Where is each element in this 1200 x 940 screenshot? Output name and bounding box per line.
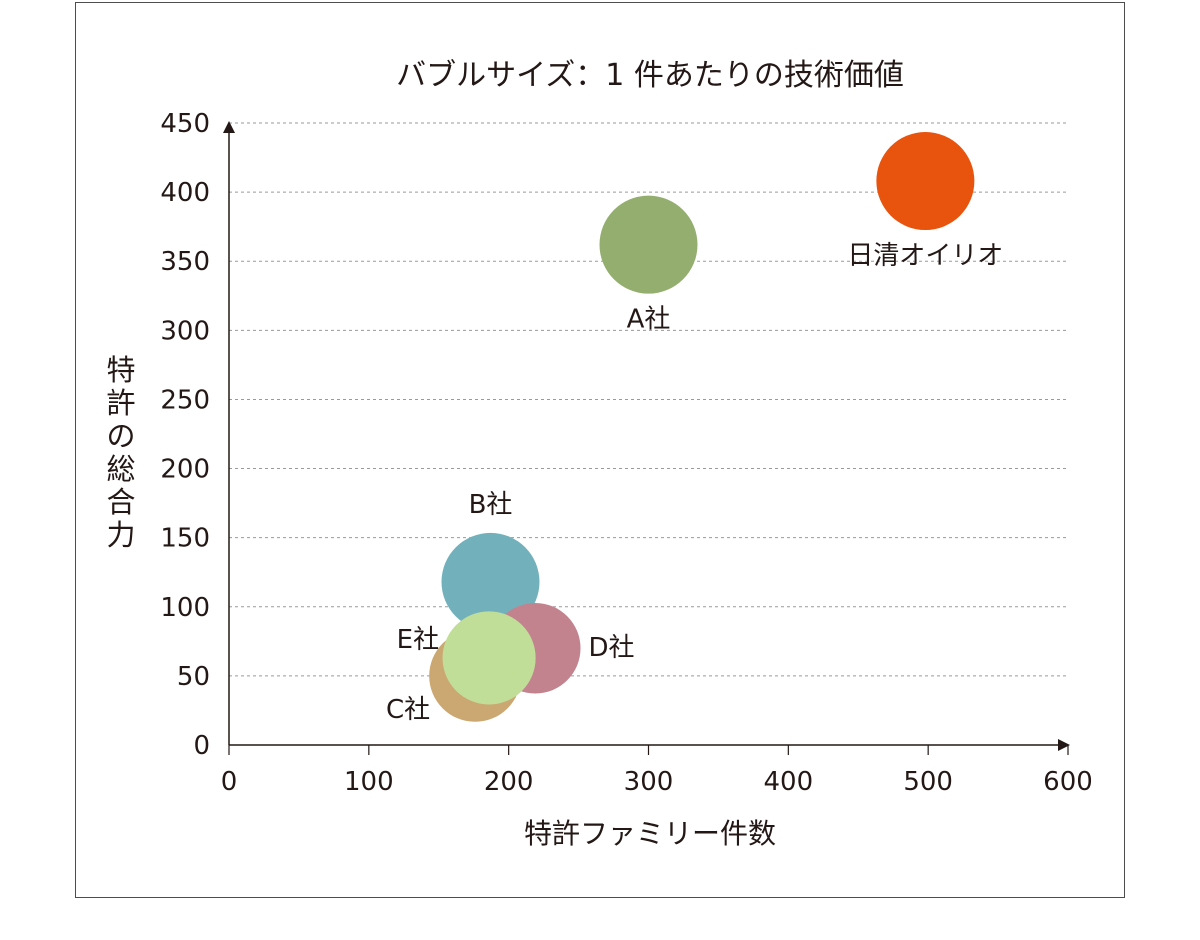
y-tick-label: 150: [160, 524, 210, 554]
bubble-labels: A社 日清オイリオ B社 C社 D社 E社: [386, 241, 1003, 725]
y-tick-label: 50: [177, 662, 210, 692]
bubble: [441, 532, 540, 631]
x-tick-label: 300: [624, 767, 674, 797]
y-tick-label: 400: [160, 178, 210, 208]
y-axis-label-char: の: [106, 419, 135, 453]
bubble-label: A社: [627, 305, 671, 335]
y-axis-arrow: [223, 121, 235, 133]
bubble-label: B社: [469, 490, 513, 520]
x-tick-label: 0: [221, 767, 238, 797]
bubble-label: E社: [397, 625, 439, 655]
bubble-label: D社: [589, 633, 635, 663]
y-tick-label: 200: [160, 455, 210, 485]
bubbles: [429, 132, 975, 722]
x-tick-label: 100: [344, 767, 394, 797]
y-tick-label: 300: [160, 316, 210, 346]
axes: [223, 121, 1070, 755]
y-tick-label: 100: [160, 593, 210, 623]
x-axis-arrow: [1058, 739, 1070, 751]
bubble: [876, 132, 975, 231]
y-tick-label: 0: [193, 731, 210, 761]
tick-labels: 0 100 200 300 400 500 600 0 50 100 150 200 250 300 350…: [160, 109, 1092, 797]
x-tick-label: 600: [1043, 767, 1093, 797]
chart-title: バブルサイズ：1 件あたりの技術価値: [396, 58, 904, 93]
grid-lines: [229, 122, 1068, 677]
x-tick-label: 200: [484, 767, 534, 797]
x-tick-label: 400: [764, 767, 814, 797]
y-tick-label: 350: [160, 247, 210, 277]
y-axis-label-char: 総: [106, 452, 135, 486]
bubble: [442, 611, 536, 705]
y-axis-label-char: 力: [106, 518, 135, 552]
bubble: [599, 195, 698, 294]
y-tick-label: 450: [160, 109, 210, 139]
y-axis-label-char: 合: [106, 485, 135, 519]
y-tick-label: 250: [160, 385, 210, 415]
bubble-label: C社: [386, 695, 430, 725]
x-axis-label: 特許ファミリー件数: [524, 817, 776, 850]
chart-frame: [75, 2, 1125, 898]
y-axis-label-char: 許: [106, 386, 135, 420]
x-tick-label: 500: [903, 767, 953, 797]
bubble-label: 日清オイリオ: [847, 241, 1003, 271]
y-axis-label-char: 特: [106, 353, 135, 387]
